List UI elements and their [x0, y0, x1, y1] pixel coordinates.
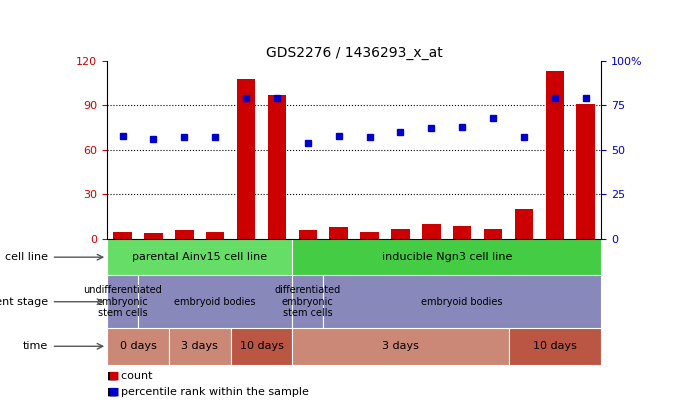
Text: embryoid bodies: embryoid bodies — [174, 297, 256, 307]
Bar — [107, 275, 138, 328]
Bar — [138, 275, 292, 328]
Text: differentiated
embryonic
stem cells: differentiated embryonic stem cells — [275, 285, 341, 318]
Bar — [422, 224, 441, 239]
Text: cell line: cell line — [6, 252, 48, 262]
Bar — [515, 209, 533, 239]
Bar — [509, 328, 601, 364]
Text: parental Ainv15 cell line: parental Ainv15 cell line — [132, 252, 267, 262]
Text: 3 days: 3 days — [382, 341, 419, 351]
Text: embryoid bodies: embryoid bodies — [422, 297, 503, 307]
Text: 3 days: 3 days — [181, 341, 218, 351]
Bar — [237, 79, 255, 239]
Text: undifferentiated
embryonic
stem cells: undifferentiated embryonic stem cells — [83, 285, 162, 318]
Bar — [323, 275, 601, 328]
Bar — [292, 275, 323, 328]
Bar — [107, 328, 169, 364]
Bar — [175, 230, 193, 239]
Bar — [144, 233, 162, 239]
Text: 10 days: 10 days — [240, 341, 283, 351]
Bar — [107, 239, 601, 337]
Bar — [267, 95, 286, 239]
Bar — [453, 226, 471, 239]
Title: GDS2276 / 1436293_x_at: GDS2276 / 1436293_x_at — [266, 46, 442, 60]
Bar — [107, 239, 292, 275]
Bar — [231, 328, 292, 364]
Bar — [576, 104, 595, 239]
Bar — [299, 230, 317, 239]
Text: inducible Ngn3 cell line: inducible Ngn3 cell line — [381, 252, 512, 262]
Text: 0 days: 0 days — [120, 341, 156, 351]
Bar — [113, 232, 132, 239]
Bar — [546, 71, 564, 239]
Text: development stage: development stage — [0, 297, 48, 307]
Bar — [169, 328, 231, 364]
Bar — [330, 227, 348, 239]
Bar — [391, 228, 410, 239]
Text: time: time — [23, 341, 48, 351]
Bar — [360, 232, 379, 239]
Text: ■ percentile rank within the sample: ■ percentile rank within the sample — [107, 387, 309, 397]
Bar — [206, 232, 225, 239]
Text: ■ count: ■ count — [107, 371, 153, 381]
Bar — [292, 239, 601, 275]
Text: ■: ■ — [109, 387, 120, 397]
Bar — [484, 228, 502, 239]
Text: 10 days: 10 days — [533, 341, 577, 351]
Text: ■: ■ — [109, 371, 120, 381]
Bar — [292, 328, 509, 364]
